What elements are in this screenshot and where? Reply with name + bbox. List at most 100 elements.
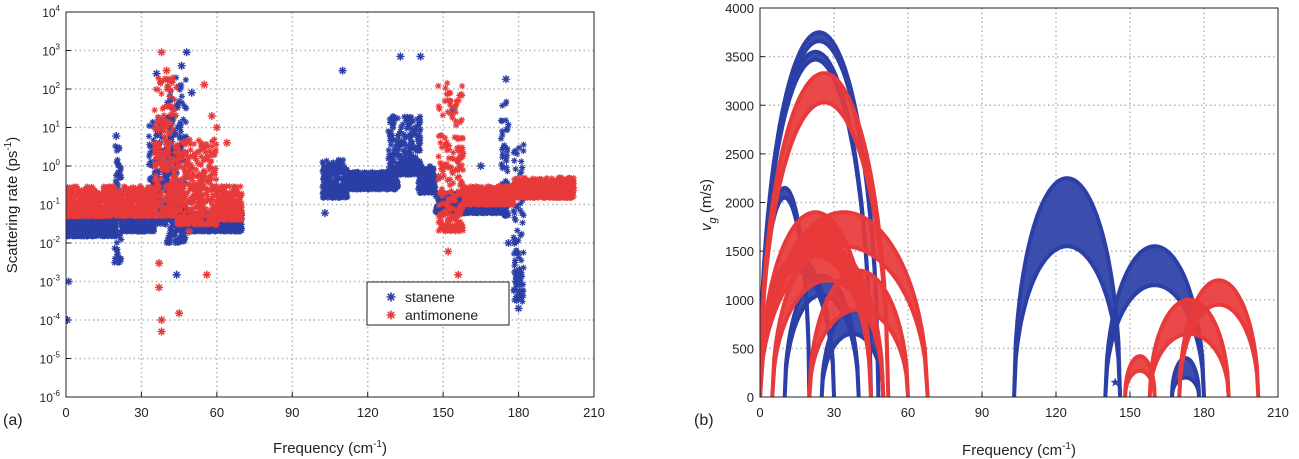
data-point [113,238,121,247]
data-point [503,145,512,153]
data-point [156,175,165,183]
data-point [419,175,428,183]
data-point [171,269,182,280]
data-point [113,245,122,254]
data-point [66,315,73,325]
data-point [80,226,88,234]
data-point [166,129,174,138]
data-point [517,256,525,265]
data-point [167,180,175,189]
data-point [497,134,505,143]
data-point [399,154,408,163]
data-point [173,141,181,149]
data-point [121,199,129,207]
data-point [395,51,406,62]
data-point [407,115,416,123]
data-point [394,133,403,141]
data-point [154,201,162,209]
data-point [158,104,167,113]
data-point [386,115,394,123]
data-point [163,119,171,127]
data-point [145,132,153,141]
data-point [167,111,175,119]
data-point [154,126,163,135]
data-point [510,261,519,270]
data-point [111,131,122,141]
data-point [513,226,521,235]
data-point [511,276,521,287]
data-point [182,76,190,84]
data-point [134,201,142,210]
data-point [181,47,192,58]
data-point [179,181,187,190]
data-point [389,136,398,144]
data-point [187,181,195,190]
data-point [503,124,512,132]
data-point [517,230,526,238]
data-point [142,198,151,206]
data-point [409,128,418,136]
data-point [170,95,179,104]
data-point [498,127,506,135]
data-point [150,227,158,236]
data-point [120,182,128,191]
data-point [163,191,172,199]
data-point [230,222,239,230]
data-point [346,184,355,193]
data-point [388,168,396,177]
data-point [430,186,438,195]
data-point [182,104,190,112]
data-point [333,176,341,185]
data-point [515,287,524,295]
data-point [175,236,184,245]
data-point [514,249,523,258]
data-point [517,168,526,176]
data-point [125,189,133,197]
data-point [389,179,397,187]
data-point [392,144,401,152]
data-point [339,169,347,177]
data-point [415,51,426,62]
data-point [518,163,526,172]
data-point [103,231,112,239]
data-point [408,157,417,165]
data-point [502,157,511,165]
data-point [110,204,119,212]
data-point [138,184,146,192]
data-point [399,130,408,138]
data-point [113,188,122,196]
data-point [332,183,340,192]
data-point [80,232,88,240]
data-point [337,189,345,197]
data-point [474,206,483,214]
data-point [66,221,73,229]
data-point [167,223,175,231]
data-point [111,220,119,229]
data-point [390,185,399,193]
data-point [81,219,89,228]
data-point [513,303,524,314]
data-point [360,179,369,187]
data-point [501,74,511,84]
data-point [517,157,525,166]
data-point [90,230,98,238]
data-point [164,84,173,93]
data-point [129,193,138,201]
data-point [328,162,337,170]
data-point [186,87,197,98]
data-point [502,116,510,125]
data-point [354,171,362,179]
data-point [100,189,109,197]
data-point [176,61,187,71]
data-point [206,227,214,235]
data-point [200,227,208,235]
data-point [337,65,348,76]
data-point [336,159,345,168]
data-point [403,142,411,150]
data-point [163,172,171,181]
data-point [152,162,160,170]
data-point [78,190,87,198]
data-point [519,141,528,149]
data-point [145,209,153,217]
